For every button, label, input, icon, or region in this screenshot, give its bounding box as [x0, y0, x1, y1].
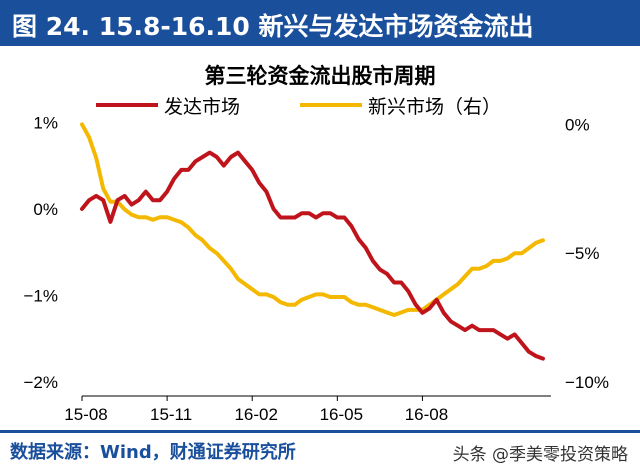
- source-note: 数据来源：Wind，财通证券研究所: [10, 442, 296, 463]
- chart-title: 第三轮资金流出股市周期: [204, 63, 436, 88]
- x-axis-tick-label: 16-08: [405, 405, 448, 424]
- left-axis-tick-label: −1%: [24, 286, 59, 305]
- left-axis-tick-label: −2%: [24, 373, 59, 392]
- legend-developed-swatch: [96, 103, 158, 107]
- header-bar: 图 24. 15.8-16.10 新兴与发达市场资金流出: [0, 0, 640, 46]
- legend-emerging-swatch: [300, 103, 362, 107]
- footer-divider: [0, 430, 640, 433]
- left-axis-tick-label: 0%: [33, 200, 58, 219]
- x-axis-tick-label: 16-02: [234, 405, 277, 424]
- x-axis-tick-label: 15-08: [64, 405, 107, 424]
- right-axis-tick-label: 0%: [565, 115, 590, 134]
- x-axis-tick-label: 16-05: [320, 405, 363, 424]
- right-axis-tick-label: −5%: [565, 244, 600, 263]
- watermark: 头条 @季美零投资策略: [452, 445, 628, 465]
- figure-title: 图 24. 15.8-16.10 新兴与发达市场资金流出: [12, 12, 534, 41]
- legend-developed: 发达市场: [96, 92, 240, 118]
- developed-markets-line: [80, 150, 545, 361]
- legend-emerging-label: 新兴市场（右）: [368, 95, 502, 118]
- x-axis-tick-label: 15-11: [150, 405, 192, 424]
- legend-emerging: 新兴市场（右）: [300, 92, 501, 118]
- emerging-markets-line: [80, 122, 545, 317]
- left-axis-tick-label: 1%: [33, 113, 58, 132]
- legend-developed-label: 发达市场: [164, 95, 241, 118]
- right-axis-tick-label: −10%: [565, 373, 609, 392]
